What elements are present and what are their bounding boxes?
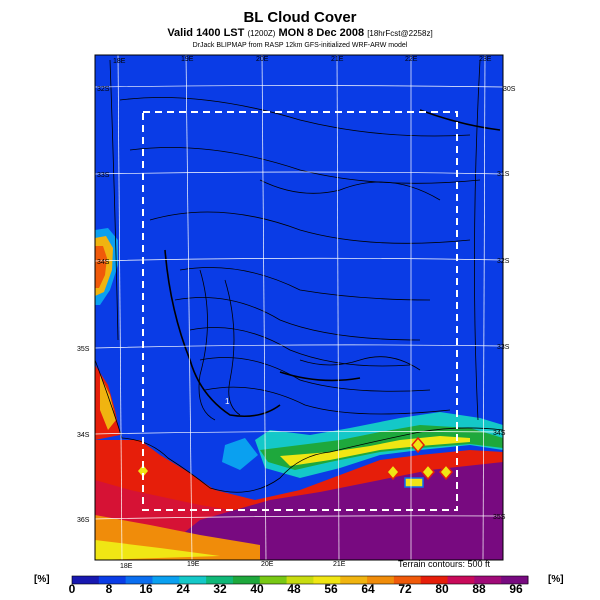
lat-labels-right: 30S 31S 32S 33S 34S 35S (493, 86, 516, 521)
lat-label: 30S (503, 86, 516, 93)
west-coast-orange (100, 375, 116, 430)
valid-code: (1200Z) (247, 29, 276, 38)
lon-label: 18E (113, 58, 126, 65)
lat-label: 34S (77, 432, 90, 439)
terrain-contours (95, 59, 503, 493)
lat-label: 35S (77, 346, 90, 353)
valid-line: Valid 1400 LST (167, 27, 245, 39)
bold-contours (164, 109, 501, 418)
valid-time: Valid 1400 LST (1200Z) MON 8 Dec 2008 [1… (0, 27, 600, 39)
lat-label: 35S (493, 514, 506, 521)
lon-label: 19E (181, 56, 194, 63)
terrain-note: Terrain contours: 500 ft (398, 559, 491, 569)
forecast-tag: [18hrFcst@2258z] (367, 29, 433, 38)
domain-boundary (142, 111, 458, 511)
lat-label: 33S (497, 344, 510, 351)
lon-label: 20E (261, 561, 274, 568)
lat-label: 33S (97, 172, 110, 179)
lat-label: 36S (77, 517, 90, 524)
point-marker (421, 463, 435, 481)
lon-label: 19E (187, 561, 200, 568)
map-field (95, 55, 503, 560)
lon-label: 18E (120, 563, 133, 570)
lon-labels-bottom: 18E 19E 20E 21E (120, 561, 346, 570)
inland-blue-cell (222, 438, 258, 470)
lat-label: 34S (493, 430, 506, 437)
lon-label: 21E (333, 561, 346, 568)
point-marker (439, 463, 453, 481)
graticule (95, 55, 503, 560)
lon-label: 22E (405, 56, 418, 63)
nw-cell-core (95, 246, 107, 288)
point-marker (411, 436, 425, 454)
lat-label: 34S (97, 259, 110, 266)
lon-label: 21E (331, 56, 344, 63)
lon-label: 20E (256, 56, 269, 63)
unit-label-left: [%] (34, 574, 50, 585)
chart-title: BL Cloud Cover (243, 9, 357, 26)
point-marker (404, 477, 424, 488)
lat-labels-left: 32S 33S 34S 35S 34S 36S (77, 86, 110, 524)
model-subtitle: DrJack BLIPMAP from RASP 12km GFS-initia… (192, 42, 408, 49)
point-marker (386, 463, 400, 481)
south-yellow-band (95, 540, 220, 560)
lat-label: 31S (497, 171, 510, 178)
point-label: 1 (225, 397, 230, 406)
valid-date: MON 8 Dec 2008 (278, 27, 365, 39)
lon-label: 23E (479, 56, 492, 63)
lon-labels-top: 18E 19E 20E 21E 22E 23E (113, 56, 492, 65)
map-frame (94, 54, 504, 561)
lat-label: 32S (497, 258, 510, 265)
unit-label-right: [%] (548, 574, 564, 585)
lat-label: 32S (97, 86, 110, 93)
